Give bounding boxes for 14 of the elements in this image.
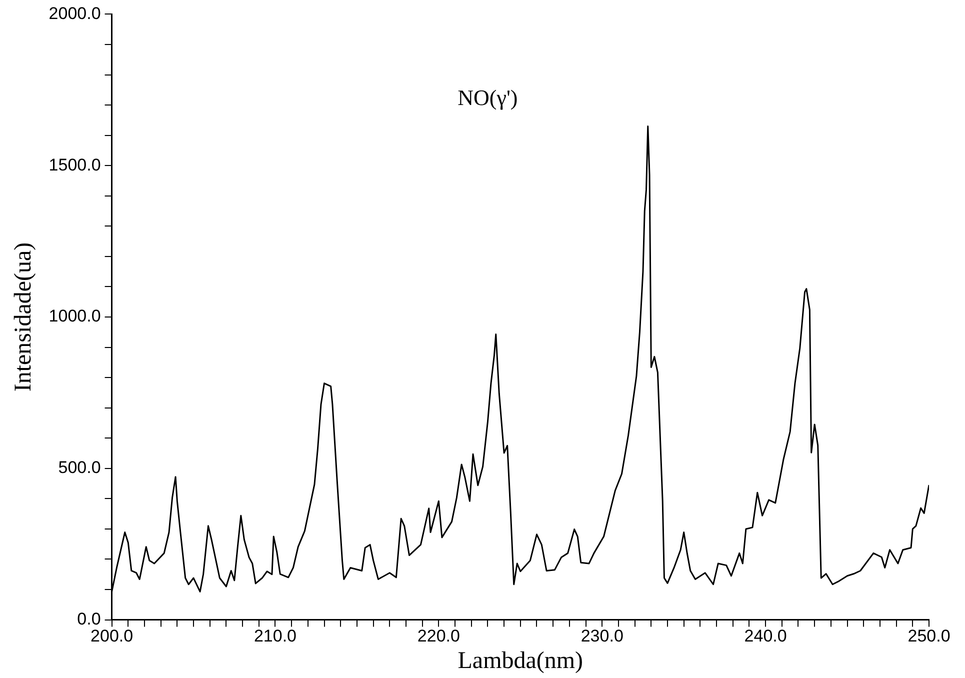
- x-axis-title: Lambda(nm): [458, 648, 584, 674]
- y-tick-label: 1500.0: [48, 155, 101, 174]
- x-tick-label: 210.0: [254, 626, 297, 646]
- text: NO(γ'): [458, 84, 518, 110]
- x-tick-label: 200.0: [90, 626, 134, 646]
- x-tick-label: 250.0: [908, 626, 950, 646]
- y-tick-label: 1000.0: [48, 306, 101, 326]
- y-tick-label: 0.0: [77, 609, 101, 628]
- x-tick-label: 240.0: [744, 626, 787, 646]
- y-tick-label: 500.0: [58, 458, 101, 478]
- x-tick-label: 230.0: [580, 626, 624, 646]
- y-tick-label: 2000.0: [48, 4, 101, 23]
- y-axis-title: Intensidade(ua): [10, 242, 37, 392]
- x-tick-label: 220.0: [417, 626, 460, 646]
